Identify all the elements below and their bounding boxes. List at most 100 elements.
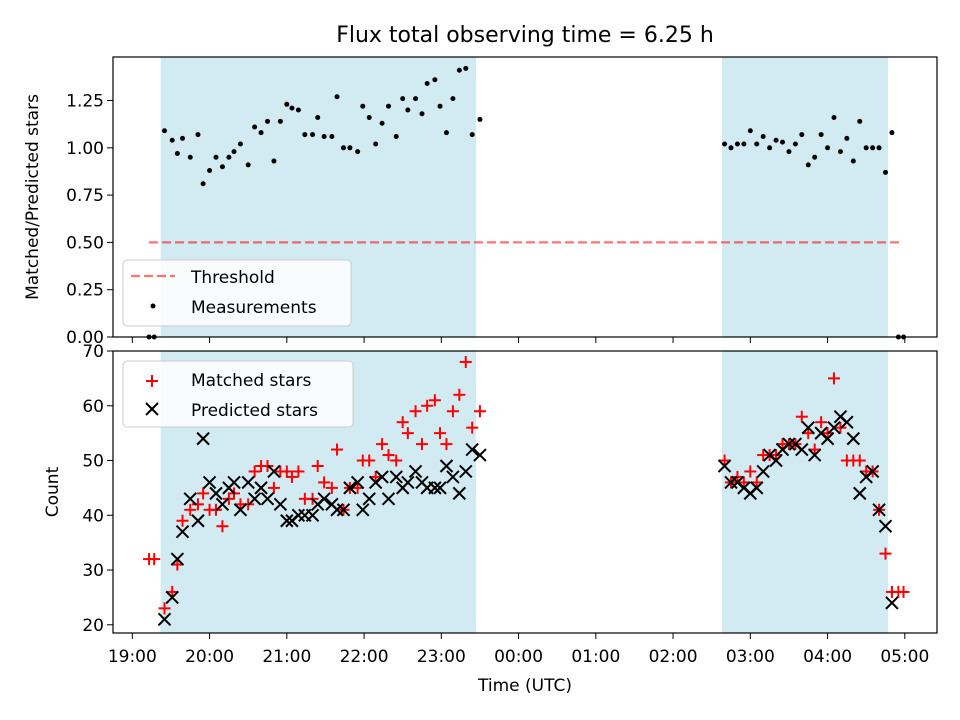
predicted-marker-b [795,442,809,457]
predicted-marker-b [827,420,841,435]
predicted-marker-b [317,492,331,506]
matched-star-marker [248,465,261,478]
predicted-marker-b [756,464,770,479]
measurement-point [734,141,740,147]
predicted-star-marker [280,514,294,528]
y-tick-label: 1.00 [66,139,104,159]
predicted-marker-b [846,431,861,446]
predicted-star-marker [336,503,351,517]
matched-star-marker [369,470,382,483]
predicted-star-marker [408,464,423,479]
measurement-point [258,130,264,136]
threshold-legend-label: Threshold [190,268,275,288]
matched-star-marker [216,520,229,533]
matched-star-marker [376,438,389,451]
predicted-marker-b [336,503,351,517]
predicted-marker-b [254,481,268,495]
predicted-star-marker [885,596,899,610]
measurement-point [424,80,430,86]
measurement-point [469,132,475,138]
predicted-marker-b [191,514,205,528]
matched-star-marker [351,481,364,494]
predicted-star-marker [865,464,880,479]
predicted-marker-b [241,475,255,490]
measurement-point [366,115,372,121]
y-tick-label: 0.25 [66,281,104,301]
predicted-marker-b [428,481,442,495]
x-tick-label: 04:00 [803,647,852,667]
predicted-star-marker [330,503,344,517]
predicted-star-marker [827,420,841,435]
predicted-star-marker [401,475,415,490]
predicted-marker-b [853,486,867,501]
matched-star-marker [808,443,821,456]
measurement-point [780,139,785,145]
measurement-point [200,181,206,187]
matched-star-marker [421,399,434,412]
matched-star-marker [453,388,466,401]
measurement-point [857,118,863,124]
matched-star-marker [285,470,298,483]
predicted-marker-b [473,448,487,462]
measurement-point [347,145,353,151]
measurements-legend-swatch [150,303,156,309]
measurement-point [386,103,392,109]
y-tick-label: 40 [82,506,104,526]
matched-star-marker [879,547,892,560]
measurement-point [837,149,843,155]
y-tick-label: 20 [82,616,104,636]
predicted-marker-b [280,514,294,528]
matched-star-marker [280,465,293,478]
measurement-point [437,103,443,109]
predicted-marker-b [165,590,179,605]
ratio-legend: Threshold Measurements [122,259,352,327]
predicted-marker-b [381,492,396,506]
measurement-point [271,158,277,164]
predicted-star-marker [807,448,822,462]
measurement-point [169,137,175,143]
ratio-axes-frame [112,56,938,338]
matched-star-marker [267,481,280,494]
predicted-marker-b [459,464,473,479]
predicted-star-marker [473,448,487,462]
measurement-point [284,101,290,107]
matched-star-marker [440,438,453,451]
predicted-marker-b [401,475,415,490]
matched-star-marker [311,459,324,472]
predicted-star-marker [782,437,796,451]
predicted-marker-b [750,481,764,495]
measurement-point [405,107,411,113]
predicted-star-marker [273,497,288,512]
matched-star-marker [718,454,731,467]
measurement-point [450,96,456,102]
matched-star-marker [409,405,422,418]
predicted-star-marker [756,464,770,479]
predicted-marker-b [305,508,320,522]
predicted-marker-b [446,470,460,484]
y-tick-label: 0.00 [66,328,104,348]
predicted-star-marker [878,519,893,533]
y-tick-label: 1.25 [66,92,104,112]
matched-star-marker [191,498,204,511]
predicted-star-marker [452,486,467,501]
count-legend: Matched stars Predicted stars [122,360,354,428]
predicted-marker-b [362,492,376,506]
measurement-point [231,149,237,155]
predicted-marker-b [209,486,223,501]
matched-star-marker [148,553,161,566]
measurement-point [883,169,888,175]
predicted-star-marker [724,475,738,490]
x-tick-label: 20:00 [185,647,234,667]
predicted-star-marker [305,508,320,522]
predicted-marker-b [273,497,288,512]
predicted-marker-b [175,524,190,539]
measurement-point [722,141,728,147]
predicted-star-marker [439,459,454,473]
predicted-star-marker [769,453,783,468]
y-tick-label: 60 [82,397,104,417]
matched-star-marker [434,427,447,440]
count-panel: 20 30 40 50 60 70 19:00 20:00 21:00 22:00 23:00 00… [43,342,938,696]
measurement-point [741,141,747,147]
count-y-axis-label: Count [43,466,63,517]
predicted-marker-b [247,492,262,506]
